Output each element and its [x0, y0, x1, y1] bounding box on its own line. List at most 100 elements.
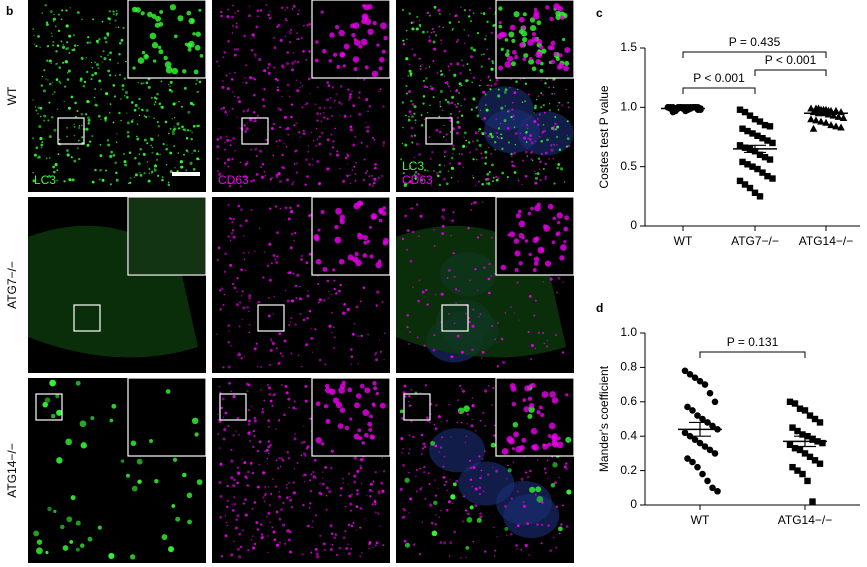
puncta [258, 485, 260, 487]
puncta [227, 8, 230, 11]
puncta [219, 308, 222, 311]
puncta [460, 557, 462, 559]
puncta [341, 477, 343, 479]
puncta [85, 127, 89, 131]
puncta [295, 122, 298, 124]
puncta [325, 508, 328, 511]
puncta [350, 363, 352, 365]
puncta [550, 483, 556, 488]
inset-puncta [141, 50, 146, 55]
inset-puncta [514, 55, 519, 60]
puncta [269, 348, 273, 352]
puncta [435, 514, 437, 516]
puncta [63, 85, 67, 88]
puncta [481, 132, 483, 134]
puncta [453, 73, 457, 77]
puncta [173, 145, 176, 148]
puncta [533, 120, 537, 124]
puncta [314, 103, 317, 105]
y-tick-label: 0.2 [620, 463, 637, 477]
puncta [469, 459, 472, 462]
puncta [490, 275, 493, 277]
puncta [464, 441, 467, 444]
puncta [516, 281, 519, 284]
puncta [446, 276, 449, 279]
puncta [105, 92, 109, 96]
puncta [291, 8, 294, 10]
puncta [400, 488, 403, 491]
puncta [453, 275, 456, 278]
puncta [365, 126, 367, 129]
puncta [121, 84, 125, 88]
puncta [285, 391, 289, 395]
puncta [92, 18, 95, 21]
puncta [484, 162, 487, 165]
puncta [216, 157, 219, 160]
puncta [279, 465, 281, 467]
puncta [290, 28, 293, 31]
puncta [223, 293, 226, 296]
puncta [310, 336, 314, 340]
puncta [235, 116, 238, 118]
puncta [244, 355, 246, 357]
puncta [353, 322, 356, 325]
puncta [493, 272, 496, 275]
puncta [154, 101, 157, 103]
inset-puncta [362, 253, 368, 258]
puncta [517, 180, 520, 182]
error-bar [794, 435, 816, 448]
puncta [492, 176, 495, 179]
puncta [311, 526, 313, 528]
inset-puncta [561, 37, 566, 42]
puncta [140, 82, 143, 85]
puncta [410, 113, 413, 116]
puncta [125, 473, 130, 478]
puncta [292, 406, 295, 410]
puncta [226, 499, 229, 503]
puncta [281, 354, 284, 358]
puncta [383, 359, 385, 361]
puncta [378, 339, 381, 341]
puncta [359, 555, 362, 558]
puncta [471, 348, 474, 352]
puncta [474, 131, 478, 135]
puncta [377, 177, 380, 179]
puncta [288, 323, 291, 327]
puncta [237, 9, 240, 12]
puncta [220, 14, 223, 18]
puncta [350, 355, 354, 359]
puncta [52, 40, 55, 43]
puncta [35, 146, 39, 150]
puncta [157, 134, 160, 137]
puncta [276, 176, 279, 179]
inset-puncta [498, 6, 503, 11]
puncta [250, 37, 252, 40]
inset-puncta [518, 220, 526, 228]
data-point [751, 116, 759, 123]
puncta [503, 119, 507, 123]
inset-puncta [163, 55, 168, 61]
puncta [258, 463, 261, 466]
inset-puncta [551, 240, 556, 245]
puncta [507, 468, 512, 473]
puncta [227, 203, 230, 207]
puncta [300, 36, 303, 39]
puncta [423, 85, 427, 88]
puncta [521, 101, 524, 103]
puncta [267, 535, 269, 537]
inset-puncta [371, 70, 379, 78]
puncta [382, 105, 385, 108]
puncta [66, 135, 68, 138]
puncta [280, 508, 283, 511]
inset-puncta [528, 402, 535, 409]
puncta [412, 435, 415, 439]
puncta [131, 101, 134, 104]
puncta [451, 95, 455, 99]
puncta [338, 101, 341, 104]
puncta [333, 536, 337, 540]
puncta [408, 343, 410, 345]
puncta [339, 494, 342, 497]
puncta [269, 363, 272, 367]
puncta [556, 125, 560, 129]
data-point [696, 439, 704, 447]
